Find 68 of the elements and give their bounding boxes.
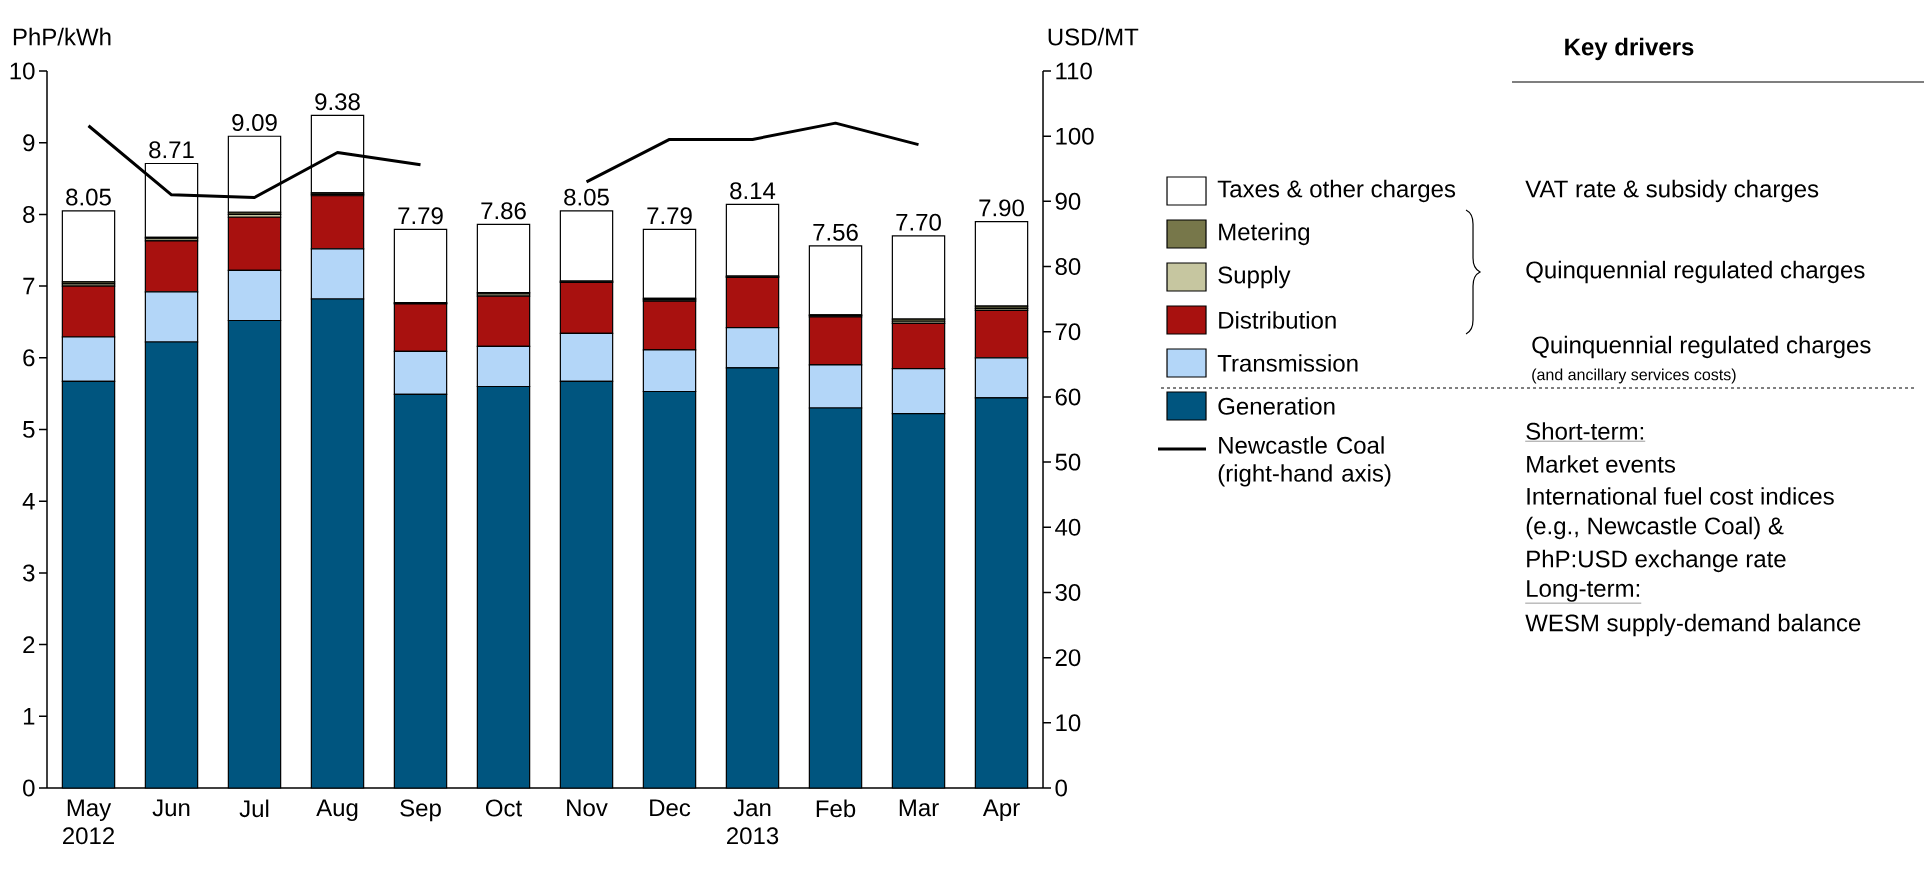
total-label: 8.05 [564,188,609,206]
total-label: 7.70 [896,213,941,231]
legend-label: Transmission [1217,354,1358,372]
text: Long-term: [1527,580,1640,602]
x-tick-label: Jun [152,799,190,817]
y2-tick-label: 0 [1055,779,1067,797]
text: Short-term: [1526,422,1644,440]
y-tick-label: 2 [23,636,35,653]
text: WESM supply-demand balance [1525,613,1861,637]
total-label: 8.05 [66,188,111,206]
y-tick-label: 8 [23,205,35,223]
y-tick-label: 3 [23,564,35,582]
total-label: 9.09 [232,114,277,132]
y-axis-title: PhP/kWh [13,27,111,46]
legend-label: Taxes & other charges [1217,179,1456,203]
legend-label: Distribution [1219,311,1336,329]
x-tick-label: Dec [650,799,691,817]
text: PhP:USD exchange rate [1527,549,1786,573]
total-label: 7.79 [647,207,692,225]
total-label: 7.56 [813,223,858,241]
y2-tick-label: 20 [1055,649,1081,667]
text: Quinquennial regulated charges [1532,335,1871,359]
text: Market events [1527,455,1676,473]
legend-label: Generation [1218,397,1335,415]
y-tick-label: 7 [23,277,35,295]
legend-label: Supply [1218,265,1291,289]
x-tick-label: Jan 2013 [727,799,779,845]
y-tick-label: 10 [10,62,35,80]
y2-tick-label: 90 [1055,192,1081,210]
y2-tick-label: 100 [1056,127,1094,145]
total-label: 7.79 [398,207,443,225]
x-tick-label: Feb [816,799,856,818]
total-label: 7.86 [481,202,526,220]
y-tick-label: 0 [23,779,35,797]
total-label: 7.90 [979,199,1024,217]
text: Quinquennial regulated charges [1526,260,1865,284]
y-tick-label: 1 [23,708,35,725]
legend-label: Metering [1219,222,1310,246]
x-tick-label: Sep [400,799,441,822]
y2-tick-label: 30 [1055,583,1081,601]
total-label: 8.71 [149,141,194,159]
y2-tick-label: 40 [1055,518,1081,536]
y-tick-label: 5 [23,421,35,438]
total-label: 9.38 [315,93,360,111]
y2-tick-label: 80 [1055,258,1081,276]
x-tick-label: Nov [567,799,608,817]
y2-tick-label: 110 [1056,62,1092,80]
y-tick-label: 4 [22,492,35,510]
y2-tick-label: 70 [1055,323,1081,341]
text: International fuel cost indices [1527,487,1834,505]
x-tick-label: Mar [899,799,939,817]
legend-label: Newcastle Coal (right-hand axis) [1218,436,1391,487]
text: VAT rate & subsidy charges [1525,179,1819,203]
x-tick-label: May 2012 [63,799,114,845]
text: Key drivers [1565,37,1694,61]
y-tick-label: 6 [23,349,35,367]
x-tick-label: Jul [239,799,269,818]
y2-tick-label: 50 [1055,453,1081,471]
x-tick-label: Oct [485,799,522,817]
text: (e.g., Newcastle Coal) & [1526,516,1784,540]
y2-axis-title: USD/MT [1048,27,1139,46]
y2-tick-label: 10 [1056,714,1081,732]
x-tick-label: Apr [982,799,1020,822]
total-label: 8.14 [730,182,776,200]
y-tick-label: 9 [23,134,35,152]
text: (and ancillary services costs) [1532,368,1736,384]
x-tick-label: Aug [316,799,358,822]
y2-tick-label: 60 [1055,388,1081,406]
